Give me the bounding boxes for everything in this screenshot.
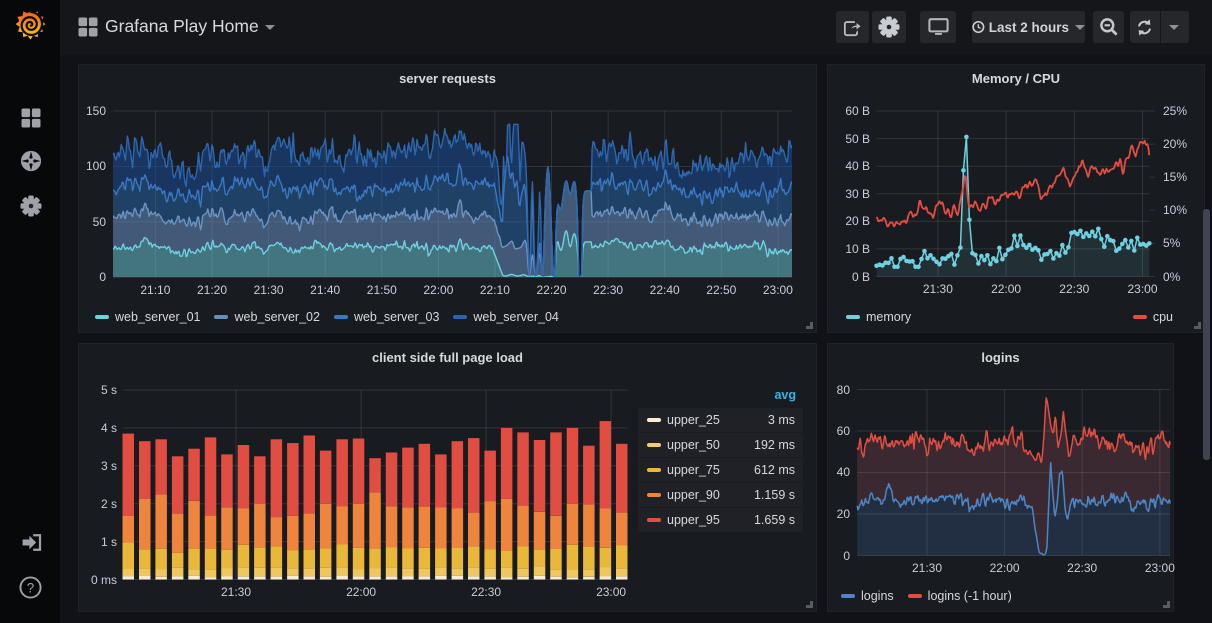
svg-text:21:30: 21:30 [923,282,953,296]
svg-text:0: 0 [99,270,106,284]
svg-text:25%: 25% [1163,104,1187,118]
svg-text:21:30: 21:30 [221,585,251,599]
svg-text:20: 20 [837,507,851,521]
svg-text:10%: 10% [1163,203,1187,217]
svg-text:0: 0 [843,549,850,563]
svg-text:40: 40 [837,465,851,479]
svg-text:4 s: 4 s [101,421,117,435]
svg-text:30 B: 30 B [845,187,870,201]
svg-text:0 ms: 0 ms [91,573,117,587]
svg-text:22:00: 22:00 [346,585,376,599]
svg-text:21:40: 21:40 [310,283,340,297]
svg-text:22:30: 22:30 [1067,561,1097,575]
svg-text:100: 100 [86,159,106,173]
svg-text:23:00: 23:00 [1145,561,1175,575]
svg-text:21:20: 21:20 [197,283,227,297]
svg-text:21:50: 21:50 [367,283,397,297]
svg-text:50: 50 [93,215,107,229]
svg-text:22:30: 22:30 [471,585,501,599]
svg-text:23:00: 23:00 [763,283,793,297]
svg-text:20%: 20% [1163,137,1187,151]
svg-text:60: 60 [837,424,851,438]
svg-text:15%: 15% [1163,170,1187,184]
svg-text:2 s: 2 s [101,497,117,511]
svg-text:?: ? [27,580,34,595]
svg-text:21:10: 21:10 [140,283,170,297]
svg-text:22:20: 22:20 [536,283,566,297]
svg-text:21:30: 21:30 [912,561,942,575]
svg-text:22:40: 22:40 [650,283,680,297]
svg-text:0 B: 0 B [852,270,870,284]
svg-text:22:00: 22:00 [423,283,453,297]
svg-text:3 s: 3 s [101,459,117,473]
svg-text:22:00: 22:00 [991,282,1021,296]
svg-text:40 B: 40 B [845,159,870,173]
svg-text:150: 150 [86,104,106,118]
svg-text:23:00: 23:00 [596,585,626,599]
svg-text:10 B: 10 B [845,242,870,256]
svg-text:21:30: 21:30 [254,283,284,297]
svg-text:22:30: 22:30 [1059,282,1089,296]
svg-text:23:00: 23:00 [1127,282,1157,296]
svg-text:5%: 5% [1163,236,1181,250]
svg-text:50 B: 50 B [845,132,870,146]
svg-text:20 B: 20 B [845,214,870,228]
svg-text:22:10: 22:10 [480,283,510,297]
svg-text:22:50: 22:50 [706,283,736,297]
svg-text:22:30: 22:30 [593,283,623,297]
svg-text:0%: 0% [1163,270,1181,284]
svg-text:60 B: 60 B [845,104,870,118]
svg-text:22:00: 22:00 [990,561,1020,575]
svg-text:5 s: 5 s [101,383,117,397]
svg-text:80: 80 [837,383,851,397]
svg-text:1 s: 1 s [101,535,117,549]
